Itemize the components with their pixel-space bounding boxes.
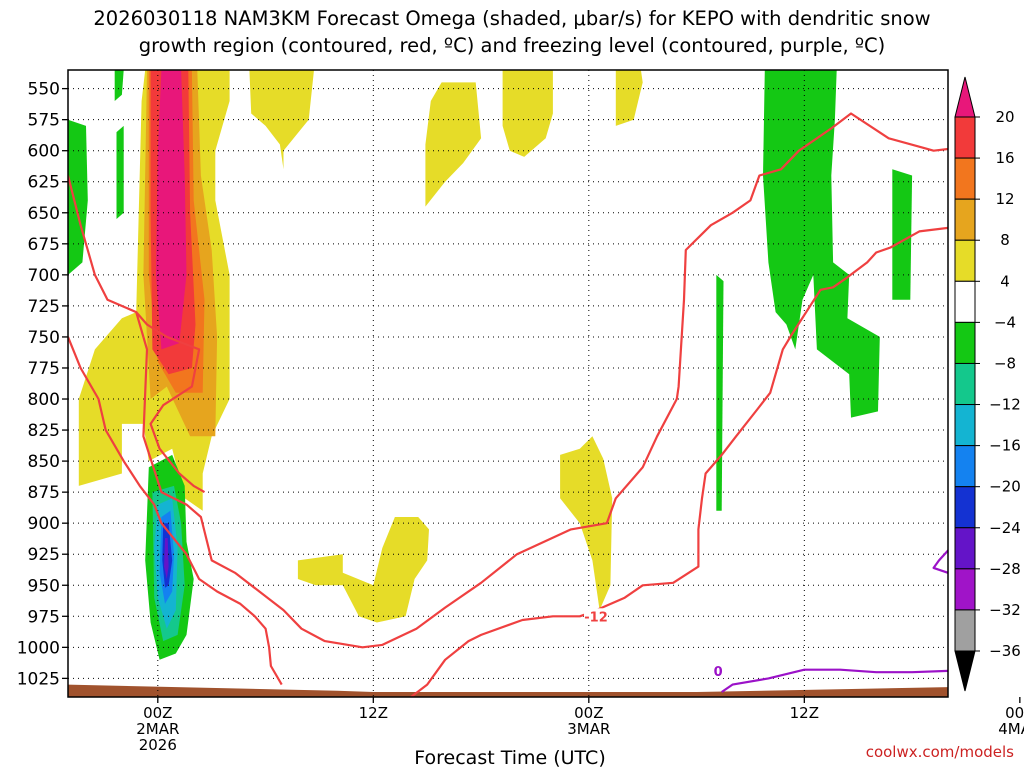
x-axis: 00Z2MAR202612Z00Z3MAR12Z00Z4MAR (136, 697, 1024, 754)
colorbar-bin (954, 404, 976, 447)
colorbar-tick-label: 16 (995, 149, 1014, 167)
omega-region (114, 70, 124, 101)
x-tick-label: 2026 (139, 736, 177, 754)
colorbar-tick-label: 4 (1000, 272, 1010, 290)
colorbar-top-arrow (954, 76, 976, 118)
colorbar-tick-label: −32 (989, 601, 1021, 619)
colorbar-bin (954, 157, 976, 200)
y-tick-label: 1000 (17, 638, 60, 658)
colorbar-tick-label: −24 (989, 519, 1021, 537)
dgz-contour-label: -12 (584, 610, 608, 625)
y-tick-label: 950 (28, 576, 60, 596)
y-tick-label: 600 (28, 142, 60, 162)
omega-region (560, 436, 613, 611)
colorbar-bin (954, 609, 976, 652)
y-tick-label: 850 (28, 452, 60, 472)
freezing-label-bg (712, 662, 725, 678)
dgz-contour-line (68, 336, 283, 686)
colorbar-tick-label: −16 (989, 437, 1021, 455)
dgz-contour-line (68, 112, 948, 649)
colorbar-tick-label: −12 (989, 396, 1021, 414)
colorbar-bottom-arrow (954, 650, 976, 692)
omega-region (297, 517, 429, 623)
chart-title-line1: 2026030118 NAM3KM Forecast Omega (shaded… (93, 7, 930, 30)
y-tick-label: 675 (28, 235, 60, 255)
y-tick-label: 575 (28, 111, 60, 131)
y-tick-label: 825 (28, 421, 60, 441)
colorbar-tick-label: 20 (995, 108, 1014, 126)
omega-region (425, 82, 482, 207)
omega-region (156, 70, 187, 350)
omega-region (116, 125, 124, 219)
x-tick-label: 00Z (574, 704, 603, 722)
freezing-level-layer: 00 (712, 549, 948, 693)
colorbar-tick-label: −28 (989, 560, 1021, 578)
colorbar-bin (954, 486, 976, 529)
y-tick-label: 800 (28, 390, 60, 410)
omega-region (716, 274, 724, 511)
dgz-contour-line (135, 311, 206, 494)
colorbar-tick-label: −36 (989, 642, 1021, 660)
colorbar-bin (954, 568, 976, 611)
colorbar-tick-label: −4 (994, 313, 1016, 331)
y-tick-label: 975 (28, 607, 60, 627)
colorbar-bin (954, 280, 976, 323)
x-tick-label: 3MAR (567, 720, 610, 738)
colorbar-tick-label: 12 (995, 190, 1014, 208)
colorbar-bin (954, 116, 976, 159)
chart-title-line2: growth region (contoured, red, ºC) and f… (139, 34, 886, 57)
y-tick-label: 625 (28, 173, 60, 193)
omega-region (164, 538, 169, 579)
credit-text: coolwx.com/models (866, 743, 1014, 761)
plot-area: -12 00 (67, 69, 949, 698)
x-tick-label: 2MAR (136, 720, 179, 738)
y-tick-label: 750 (28, 328, 60, 348)
colorbar-tick-label: 8 (1000, 231, 1010, 249)
omega-shading-layer (68, 70, 948, 697)
x-axis-title: Forecast Time (UTC) (414, 747, 605, 768)
omega-region (615, 70, 643, 126)
dgz-contour-label-bg (584, 608, 608, 624)
y-tick-label: 775 (28, 359, 60, 379)
colorbar-bin (954, 527, 976, 570)
y-tick-label: 900 (28, 514, 60, 534)
y-axis: 550 575 600 625 650 675 700 725 750 775 800 825 850 8… (17, 80, 68, 689)
x-tick-label: 4MAR (998, 720, 1024, 738)
y-tick-label: 1025 (17, 669, 60, 689)
grid-layer (68, 70, 948, 697)
colorbar-tick-label: −20 (989, 478, 1021, 496)
omega-region (892, 169, 913, 300)
dgz-contour-layer: -12 (68, 112, 948, 697)
dgz-contour-line (410, 226, 948, 697)
y-tick-label: 700 (28, 266, 60, 286)
x-tick-label: 00Z (143, 704, 172, 722)
colorbar-bin (954, 321, 976, 364)
y-tick-label: 925 (28, 545, 60, 565)
colorbar-bin (954, 445, 976, 488)
y-tick-label: 650 (28, 204, 60, 224)
colorbar-bin (954, 198, 976, 241)
x-tick-label: 12Z (359, 704, 388, 722)
plot-frame (67, 69, 949, 698)
colorbar-tick-label: −8 (994, 354, 1016, 372)
colorbar: 20 16 12 8 4 −4 −8 −12 −16 −20 −24 −28 −32 −36 (954, 76, 1021, 692)
freezing-level-label: 0 (714, 665, 723, 680)
omega-region (502, 70, 553, 157)
y-tick-label: 875 (28, 483, 60, 503)
ground-terrain (68, 684, 948, 697)
colorbar-bin (954, 362, 976, 406)
x-tick-label: 12Z (790, 704, 819, 722)
x-tick-label: 00Z (1005, 704, 1024, 722)
omega-region (249, 70, 314, 170)
y-tick-label: 550 (28, 80, 60, 100)
colorbar-bin (954, 239, 976, 282)
y-tick-label: 725 (28, 297, 60, 317)
freezing-level-line (721, 668, 948, 693)
